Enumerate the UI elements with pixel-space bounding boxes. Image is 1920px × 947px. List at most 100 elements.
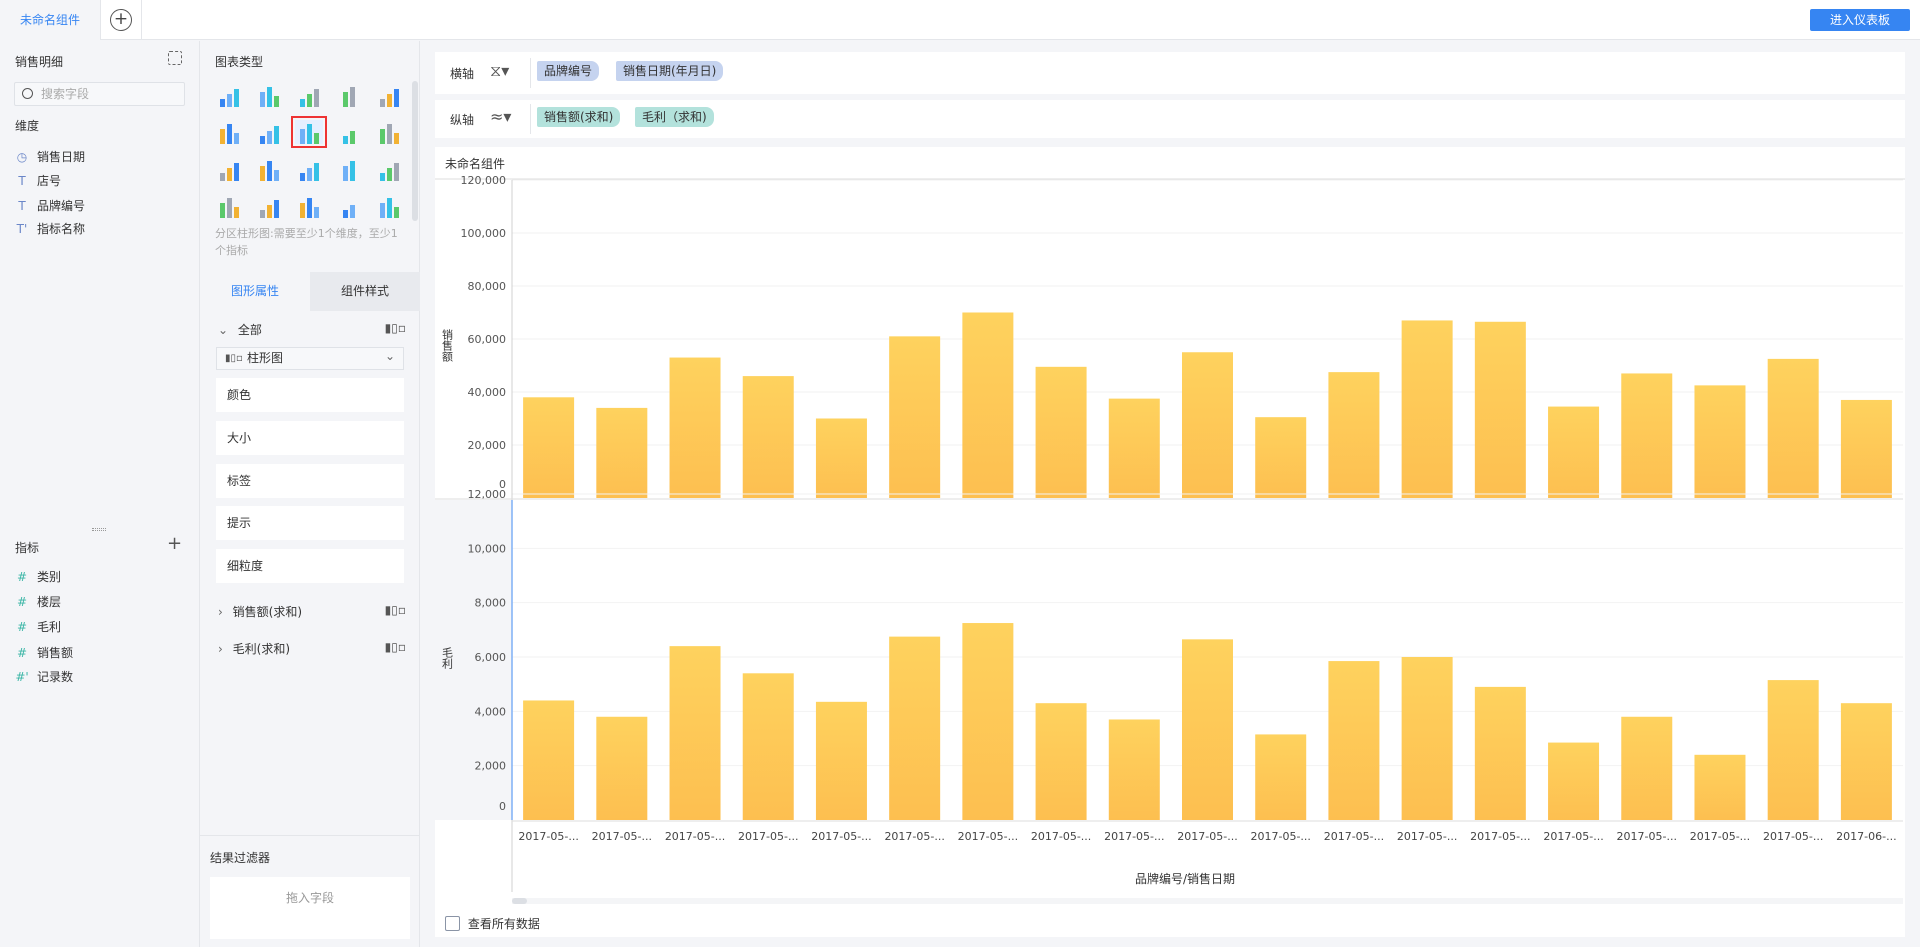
dimension-item[interactable]: T 品牌编号 <box>15 197 85 215</box>
y-tick-label: 0 <box>499 800 506 813</box>
chart-type-icon-2[interactable] <box>295 83 323 107</box>
tab-component-style[interactable]: 组件样式 <box>310 272 420 311</box>
enter-dashboard-button[interactable]: 进入仪表板 <box>1810 9 1910 31</box>
measure-item[interactable]: # 楼层 <box>15 593 61 611</box>
measure-label: 类别 <box>37 570 62 584</box>
property-tabs: 图形属性 组件样式 <box>200 272 420 311</box>
dimension-item[interactable]: T 店号 <box>15 172 61 190</box>
y-tick-label: 2,000 <box>475 760 507 773</box>
chart-type-icon-9[interactable] <box>375 120 403 144</box>
chart-type-icon-0[interactable] <box>215 83 243 107</box>
x-tick-label: 2017-05-... <box>1543 830 1603 843</box>
measure-label: 销售额 <box>37 646 74 660</box>
chart-type-icon-1[interactable] <box>255 83 283 107</box>
bar <box>962 623 1014 820</box>
measure-item[interactable]: # 类别 <box>15 568 61 586</box>
bar <box>669 357 721 498</box>
add-tab-button[interactable]: + <box>101 0 142 40</box>
bar <box>1328 661 1380 820</box>
y-axis-title: 毛利 <box>441 647 454 669</box>
chart-type-icon-12[interactable] <box>295 157 323 181</box>
bar <box>1035 366 1087 498</box>
x-tick-label: 2017-05-... <box>1470 830 1530 843</box>
chart-type-icon-19[interactable] <box>375 194 403 218</box>
search-field-input[interactable]: 搜索字段 <box>14 82 185 106</box>
y-field-pill[interactable]: 毛利（求和) <box>635 107 714 127</box>
bar <box>596 716 648 820</box>
x-tick-label: 2017-05-... <box>811 830 871 843</box>
chart-type-icon-16[interactable] <box>255 194 283 218</box>
dimension-item[interactable]: T' 指标名称 <box>15 220 85 238</box>
chart-type-icon-18[interactable] <box>335 194 363 218</box>
chart-type-icon-6[interactable] <box>255 120 283 144</box>
chart-type-grid <box>215 83 405 218</box>
chart-type-icon-8[interactable] <box>335 120 363 144</box>
resize-handle[interactable] <box>92 528 106 531</box>
search-placeholder: 搜索字段 <box>41 87 90 101</box>
filter-drop-zone[interactable]: 拖入字段 <box>210 877 410 939</box>
tooltip-property[interactable]: 提示 <box>216 506 404 540</box>
y-tick-label: 120,000 <box>461 174 507 187</box>
y-tick-label: 60,000 <box>468 333 507 346</box>
y-tick-label: 6,000 <box>475 651 507 664</box>
y-field-pill[interactable]: 销售额(求和) <box>537 107 621 127</box>
chart-type-icon-3[interactable] <box>335 83 363 107</box>
chart-type-icon-11[interactable] <box>255 157 283 181</box>
chart-type-icon-7[interactable] <box>291 116 327 148</box>
y-tick-label: 20,000 <box>468 439 507 452</box>
x-axis-type-icon[interactable]: ⧖▾ <box>490 61 510 80</box>
series-label: 毛利(求和) <box>232 642 291 656</box>
bar-chart-icon: ▮▯▫ <box>225 353 243 364</box>
x-field-pill[interactable]: 销售日期(年月日) <box>616 61 724 81</box>
show-all-data-checkbox[interactable]: 查看所有数据 <box>445 915 540 931</box>
chart-type-icon-15[interactable] <box>215 194 243 218</box>
measure-item[interactable]: # 毛利 <box>15 618 61 636</box>
series-profit-row[interactable]: › 毛利(求和) ▮▯▫ <box>218 640 406 657</box>
chart-type-icon-13[interactable] <box>335 157 363 181</box>
switch-dataset-icon[interactable] <box>168 51 182 65</box>
checkbox-icon[interactable] <box>445 916 460 931</box>
bar <box>1255 417 1307 498</box>
divider <box>530 58 531 88</box>
tab-unnamed-component[interactable]: 未命名组件 <box>0 0 101 40</box>
dimension-item[interactable]: ◷ 销售日期 <box>15 148 85 166</box>
bar <box>669 646 721 820</box>
granularity-property[interactable]: 细粒度 <box>216 549 404 583</box>
chevron-down-icon: ⌄ <box>384 349 395 363</box>
chart-type-icon-10[interactable] <box>215 157 243 181</box>
measure-item[interactable]: #' 记录数 <box>15 668 73 686</box>
tab-graphic-properties[interactable]: 图形属性 <box>200 272 310 311</box>
chart-type-value: 柱形图 <box>247 351 284 365</box>
plus-icon: + <box>110 9 132 31</box>
bar-chart-icon: ▮▯▫ <box>384 640 406 654</box>
bar <box>889 336 941 498</box>
x-field-pill[interactable]: 品牌编号 <box>537 61 600 81</box>
y-tick-label: 4,000 <box>475 705 507 718</box>
x-axis-label: 横轴 <box>450 67 475 81</box>
bar <box>523 700 575 820</box>
scrollbar[interactable] <box>412 81 418 221</box>
series-label: 销售额(求和) <box>232 605 303 619</box>
y-axis-type-icon[interactable]: ≈▾ <box>490 107 512 126</box>
y-axis-row: 纵轴 ≈▾ 销售额(求和) 毛利（求和) <box>435 100 1905 138</box>
chart-type-icon-4[interactable] <box>375 83 403 107</box>
series-sales-row[interactable]: › 销售额(求和) ▮▯▫ <box>218 603 406 620</box>
bar <box>1694 385 1746 498</box>
measure-label: 记录数 <box>37 670 74 684</box>
measure-item[interactable]: # 销售额 <box>15 644 73 662</box>
bar <box>1840 399 1892 498</box>
chart-type-select[interactable]: ▮▯▫ 柱形图 ⌄ <box>216 347 404 370</box>
chart-type-icon-5[interactable] <box>215 120 243 144</box>
chart-type-icon-17[interactable] <box>295 194 323 218</box>
add-measure-button[interactable]: + <box>167 533 183 554</box>
dimension-label: 指标名称 <box>37 222 86 236</box>
y-tick-label: 10,000 <box>468 542 507 555</box>
number-type-icon: # <box>16 620 28 634</box>
size-property[interactable]: 大小 <box>216 421 404 455</box>
measure-label: 毛利 <box>37 620 62 634</box>
color-property[interactable]: 颜色 <box>216 378 404 412</box>
label-property[interactable]: 标签 <box>216 464 404 498</box>
all-series-row[interactable]: ⌄ 全部 ▮▯▫ <box>218 321 406 337</box>
chart-type-icon-14[interactable] <box>375 157 403 181</box>
dimension-label: 品牌编号 <box>37 199 86 213</box>
